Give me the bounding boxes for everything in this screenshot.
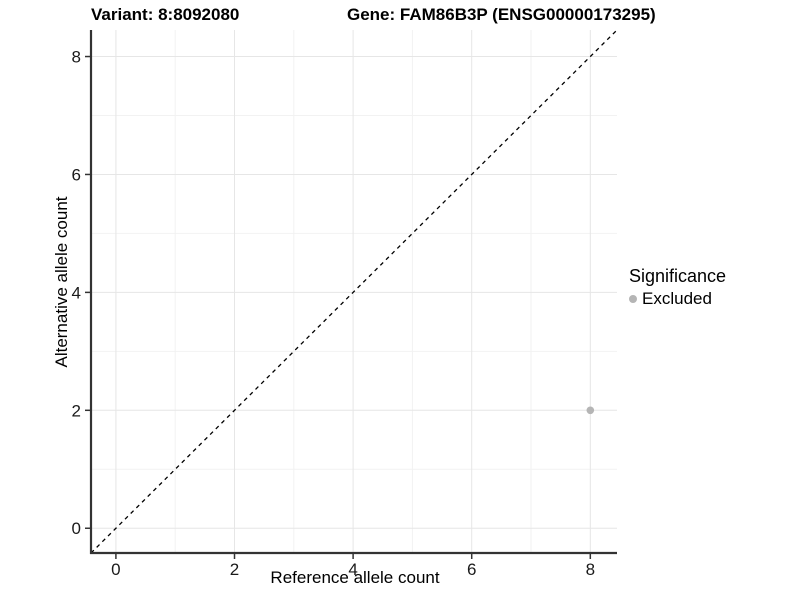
- y-tick-label: 4: [72, 283, 81, 302]
- x-axis-title: Reference allele count: [270, 568, 440, 587]
- legend-entry-excluded: Excluded: [629, 289, 726, 309]
- variant-title: Variant: 8:8092080: [91, 5, 240, 24]
- legend: Significance Excluded: [629, 265, 726, 309]
- x-tick-label: 4: [348, 560, 357, 579]
- x-tick-label: 0: [111, 560, 120, 579]
- legend-entry-label: Excluded: [642, 289, 712, 308]
- x-tick-label: 8: [586, 560, 595, 579]
- y-tick-label: 6: [72, 165, 81, 184]
- x-tick-label: 6: [467, 560, 476, 579]
- legend-point-icon: [629, 295, 637, 303]
- x-tick-label: 2: [230, 560, 239, 579]
- legend-title: Significance: [629, 266, 727, 286]
- y-tick-label: 0: [72, 519, 81, 538]
- data-point: [586, 406, 595, 415]
- y-axis-title: Alternative allele count: [52, 196, 71, 368]
- identity-line: [90, 29, 618, 554]
- gene-title: Gene: FAM86B3P (ENSG00000173295): [347, 5, 656, 24]
- y-tick-label: 2: [72, 401, 81, 420]
- y-tick-label: 8: [72, 48, 81, 67]
